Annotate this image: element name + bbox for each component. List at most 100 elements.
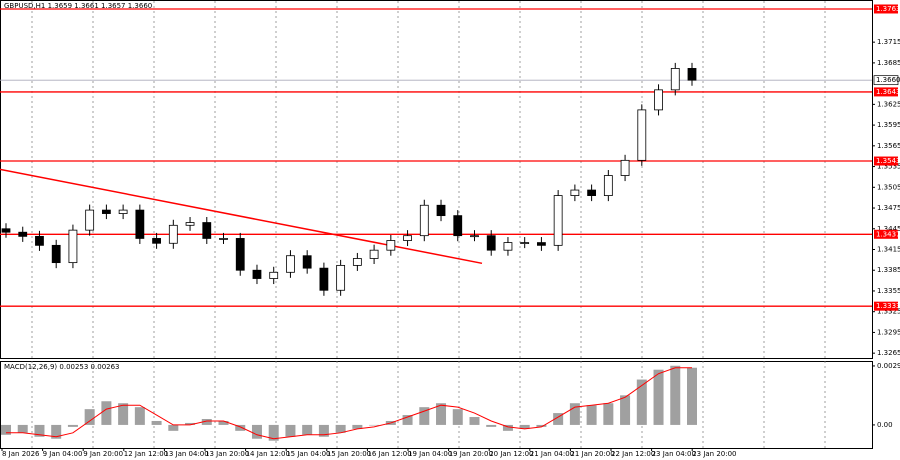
macd-bar [201, 419, 212, 425]
y-tick-label: 1.3445 [877, 225, 900, 233]
macd-bar [486, 424, 497, 427]
level-label: 1.3333 [876, 302, 900, 310]
candle-body [687, 68, 697, 81]
y-tick-label: 1.3715 [877, 38, 900, 46]
macd-bar [636, 379, 647, 425]
x-tick-label: 12 Jan 12:00 [124, 450, 168, 458]
candle-body [269, 271, 279, 279]
macd-bar [34, 424, 45, 437]
candle-body [369, 249, 379, 259]
level-label: 1.3437 [876, 230, 900, 238]
level-box [874, 4, 898, 14]
x-tick-label: 23 Jan 20:00 [692, 450, 736, 458]
macd-bar [436, 403, 447, 425]
current-price-label: 1.3660 [876, 76, 900, 84]
candle-body [219, 238, 228, 240]
level-box [874, 156, 898, 166]
x-tick-label: 21 Jan 04:00 [530, 450, 574, 458]
x-tick-label: 22 Jan 12:00 [611, 450, 655, 458]
macd-bar [569, 403, 580, 425]
candle-body [637, 109, 647, 161]
y-tick-label: 1.3385 [877, 266, 900, 274]
candle-body [670, 68, 680, 91]
y-tick-label: 1.3685 [877, 59, 900, 67]
macd-bar [603, 403, 614, 425]
y-tick-label: 1.3415 [877, 245, 900, 253]
trendline [0, 168, 483, 265]
candle-body [520, 242, 530, 244]
candle-body [168, 224, 178, 244]
y-tick-label: 1.3625 [877, 100, 900, 108]
candle-body [486, 235, 496, 251]
candle-body [503, 242, 513, 251]
macd-bar [352, 424, 363, 429]
macd-signal [6, 367, 692, 440]
y-tick-label: 1.3355 [877, 287, 900, 295]
y-tick-label: 1.3505 [877, 183, 900, 191]
candle-body [336, 264, 346, 291]
candle-body [553, 195, 563, 246]
macd-panel [0, 361, 873, 449]
macd-bar [402, 415, 413, 425]
x-tick-label: 19 Jan 04:00 [408, 450, 452, 458]
candle-body [51, 244, 61, 264]
macd-bar [536, 424, 547, 427]
x-tick-label: 9 Jan 04:00 [43, 450, 83, 458]
macd-bar [67, 424, 78, 427]
macd-bar [369, 424, 380, 426]
candle-body [620, 159, 630, 176]
macd-bar [51, 424, 62, 439]
macd-bar [84, 409, 95, 425]
macd-bar [620, 395, 631, 425]
candle-body [419, 204, 429, 237]
candle-body [453, 215, 463, 237]
price-panel [0, 0, 873, 359]
macd-bar [101, 401, 112, 425]
current-price-box [873, 75, 899, 86]
candle-body [587, 189, 597, 196]
macd-bar [318, 424, 329, 437]
x-tick-label: 15 Jan 20:00 [327, 450, 371, 458]
x-tick-label: 14 Jan 12:00 [246, 450, 290, 458]
x-tick-label: 21 Jan 20:00 [570, 450, 614, 458]
macd-bar [118, 403, 129, 425]
candle-body [1, 228, 11, 233]
macd-bar [452, 409, 463, 425]
x-tick-label: 9 Jan 20:00 [83, 450, 123, 458]
macd-bar [168, 424, 179, 431]
x-tick-label: 20 Jan 12:00 [489, 450, 533, 458]
y-tick-label: 1.3595 [877, 121, 900, 129]
candle-body [118, 209, 128, 214]
x-tick-label: 19 Jan 20:00 [449, 450, 493, 458]
level-label: 1.3763 [876, 5, 900, 13]
y-tick-label: 1.3325 [877, 308, 900, 316]
candle-body [386, 240, 396, 251]
macd-bar [502, 424, 513, 431]
macd-bar [335, 424, 346, 433]
candle-body [185, 222, 195, 226]
macd-bar [302, 424, 313, 435]
macd-bar [218, 420, 229, 425]
candle-body [654, 89, 663, 111]
candle-body [68, 229, 78, 264]
macd-bar [519, 424, 530, 429]
candle-body [352, 258, 362, 266]
x-tick-label: 23 Jan 04:00 [652, 450, 696, 458]
level-box [874, 87, 898, 97]
macd-bar [251, 424, 262, 439]
y-tick-label: 1.3295 [877, 328, 900, 336]
x-tick-label: 16 Jan 12:00 [367, 450, 411, 458]
candle-body [570, 189, 580, 196]
macd-bar [1, 424, 11, 435]
level-box [874, 229, 898, 239]
candle-body [18, 231, 28, 237]
y-tick-label: 1.3475 [877, 204, 900, 212]
macd-bar [268, 424, 279, 441]
macd-bar [17, 424, 28, 433]
candle-body [235, 238, 245, 271]
candle-body [436, 204, 446, 217]
y-tick-label: 1.3535 [877, 163, 900, 171]
